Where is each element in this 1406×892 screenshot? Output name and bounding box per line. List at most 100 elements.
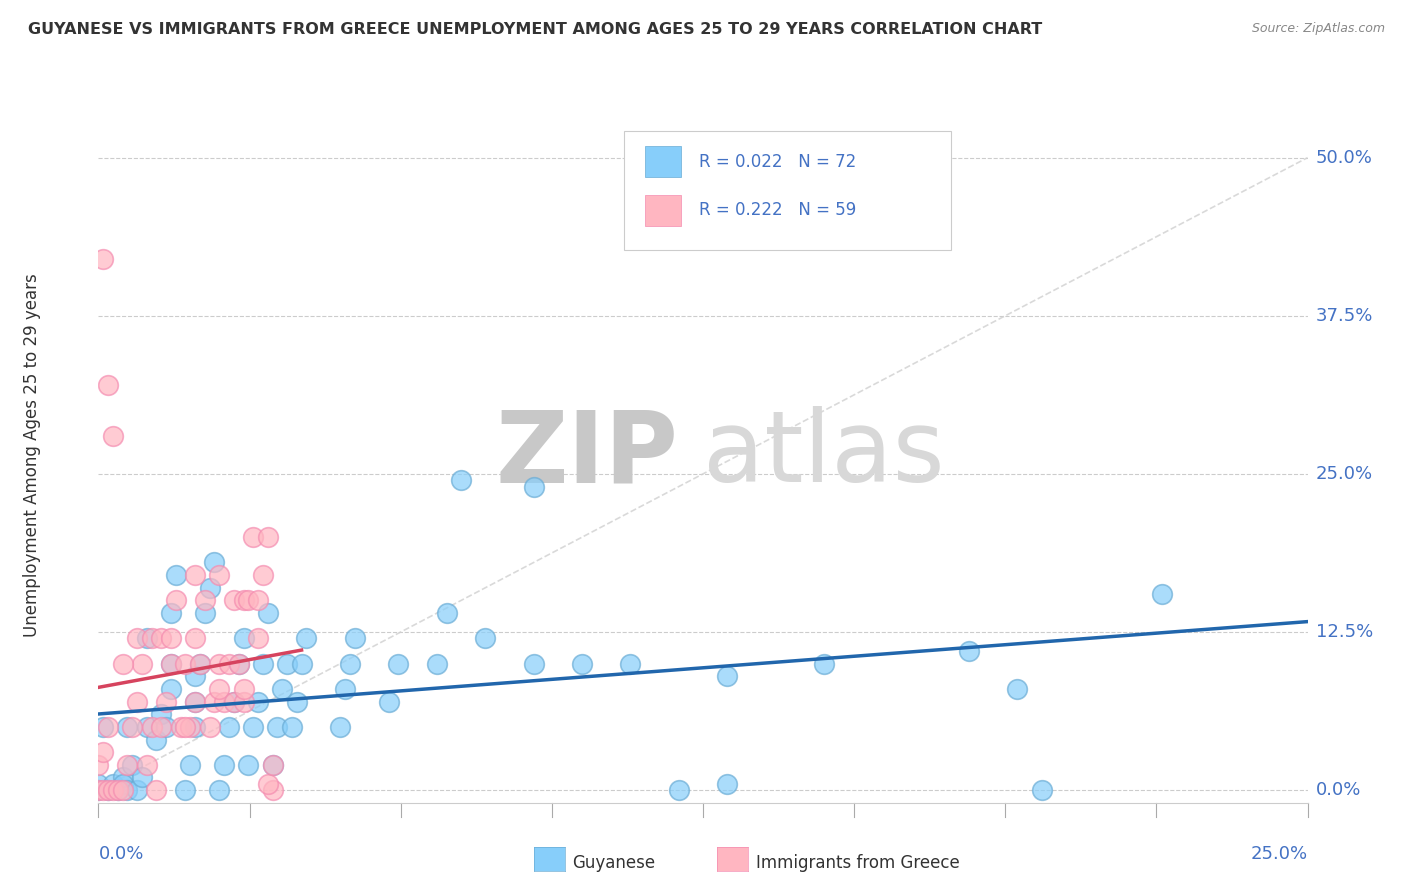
Point — [474, 632, 496, 646]
Point — [188, 657, 211, 671]
Point — [97, 720, 120, 734]
Point — [160, 681, 183, 696]
Point — [145, 783, 167, 797]
Point — [145, 732, 167, 747]
Point — [256, 777, 278, 791]
Point — [174, 783, 197, 797]
Point — [91, 720, 114, 734]
Point — [252, 568, 274, 582]
Point — [111, 777, 134, 791]
Point — [450, 473, 472, 487]
Point — [222, 695, 245, 709]
Point — [333, 681, 356, 696]
Point — [135, 632, 157, 646]
Point — [87, 777, 110, 791]
Text: GUYANESE VS IMMIGRANTS FROM GREECE UNEMPLOYMENT AMONG AGES 25 TO 29 YEARS CORREL: GUYANESE VS IMMIGRANTS FROM GREECE UNEMP… — [28, 22, 1042, 37]
Point — [135, 757, 157, 772]
Point — [262, 757, 284, 772]
Point — [169, 720, 191, 734]
Point — [247, 695, 270, 709]
Text: Guyanese: Guyanese — [572, 854, 655, 871]
Point — [813, 657, 835, 671]
Point — [668, 783, 690, 797]
Point — [135, 720, 157, 734]
Point — [204, 556, 226, 570]
Point — [111, 771, 134, 785]
Text: Source: ZipAtlas.com: Source: ZipAtlas.com — [1251, 22, 1385, 36]
Point — [87, 783, 110, 797]
Point — [232, 695, 254, 709]
Point — [131, 771, 153, 785]
Point — [184, 669, 207, 683]
Point — [198, 720, 221, 734]
Point — [228, 657, 250, 671]
FancyBboxPatch shape — [645, 146, 682, 178]
Point — [571, 657, 593, 671]
Point — [232, 632, 254, 646]
Point — [174, 720, 197, 734]
Point — [179, 757, 201, 772]
Point — [87, 783, 110, 797]
Point — [238, 593, 260, 607]
Point — [1152, 587, 1174, 601]
Text: 0.0%: 0.0% — [98, 845, 143, 863]
Point — [252, 657, 274, 671]
Point — [188, 657, 211, 671]
Point — [256, 530, 278, 544]
Point — [339, 657, 361, 671]
Point — [204, 695, 226, 709]
Point — [426, 657, 449, 671]
Point — [329, 720, 352, 734]
Point — [436, 606, 458, 620]
FancyBboxPatch shape — [624, 131, 950, 250]
Text: ZIP: ZIP — [496, 407, 679, 503]
Point — [377, 695, 399, 709]
Point — [165, 568, 187, 582]
Point — [155, 720, 177, 734]
Text: 25.0%: 25.0% — [1250, 845, 1308, 863]
Point — [91, 745, 114, 759]
Point — [127, 783, 149, 797]
Point — [97, 378, 120, 392]
Point — [184, 568, 207, 582]
Point — [184, 695, 207, 709]
Point — [184, 632, 207, 646]
Point — [276, 657, 298, 671]
Point — [155, 695, 177, 709]
Point — [111, 783, 134, 797]
Point — [131, 657, 153, 671]
Point — [218, 657, 240, 671]
Point — [117, 757, 139, 772]
Point — [101, 777, 124, 791]
FancyBboxPatch shape — [645, 194, 682, 227]
Point — [266, 720, 288, 734]
Point — [262, 783, 284, 797]
Point — [208, 657, 231, 671]
Point — [179, 720, 201, 734]
Point — [141, 720, 163, 734]
Point — [107, 783, 129, 797]
Point — [194, 606, 217, 620]
Point — [242, 530, 264, 544]
Text: 0.0%: 0.0% — [1316, 781, 1361, 799]
Point — [957, 644, 980, 658]
Point — [117, 720, 139, 734]
Point — [208, 681, 231, 696]
Point — [262, 757, 284, 772]
Text: atlas: atlas — [703, 407, 945, 503]
Point — [150, 632, 173, 646]
Point — [121, 720, 143, 734]
Point — [238, 757, 260, 772]
Text: Immigrants from Greece: Immigrants from Greece — [756, 854, 960, 871]
Text: 25.0%: 25.0% — [1316, 465, 1374, 483]
Point — [523, 479, 546, 493]
Point — [716, 777, 738, 791]
Point — [150, 720, 173, 734]
Point — [117, 783, 139, 797]
Point — [343, 632, 366, 646]
Point — [222, 695, 245, 709]
Point — [150, 707, 173, 722]
Point — [97, 783, 120, 797]
Point — [281, 720, 304, 734]
Point — [247, 593, 270, 607]
